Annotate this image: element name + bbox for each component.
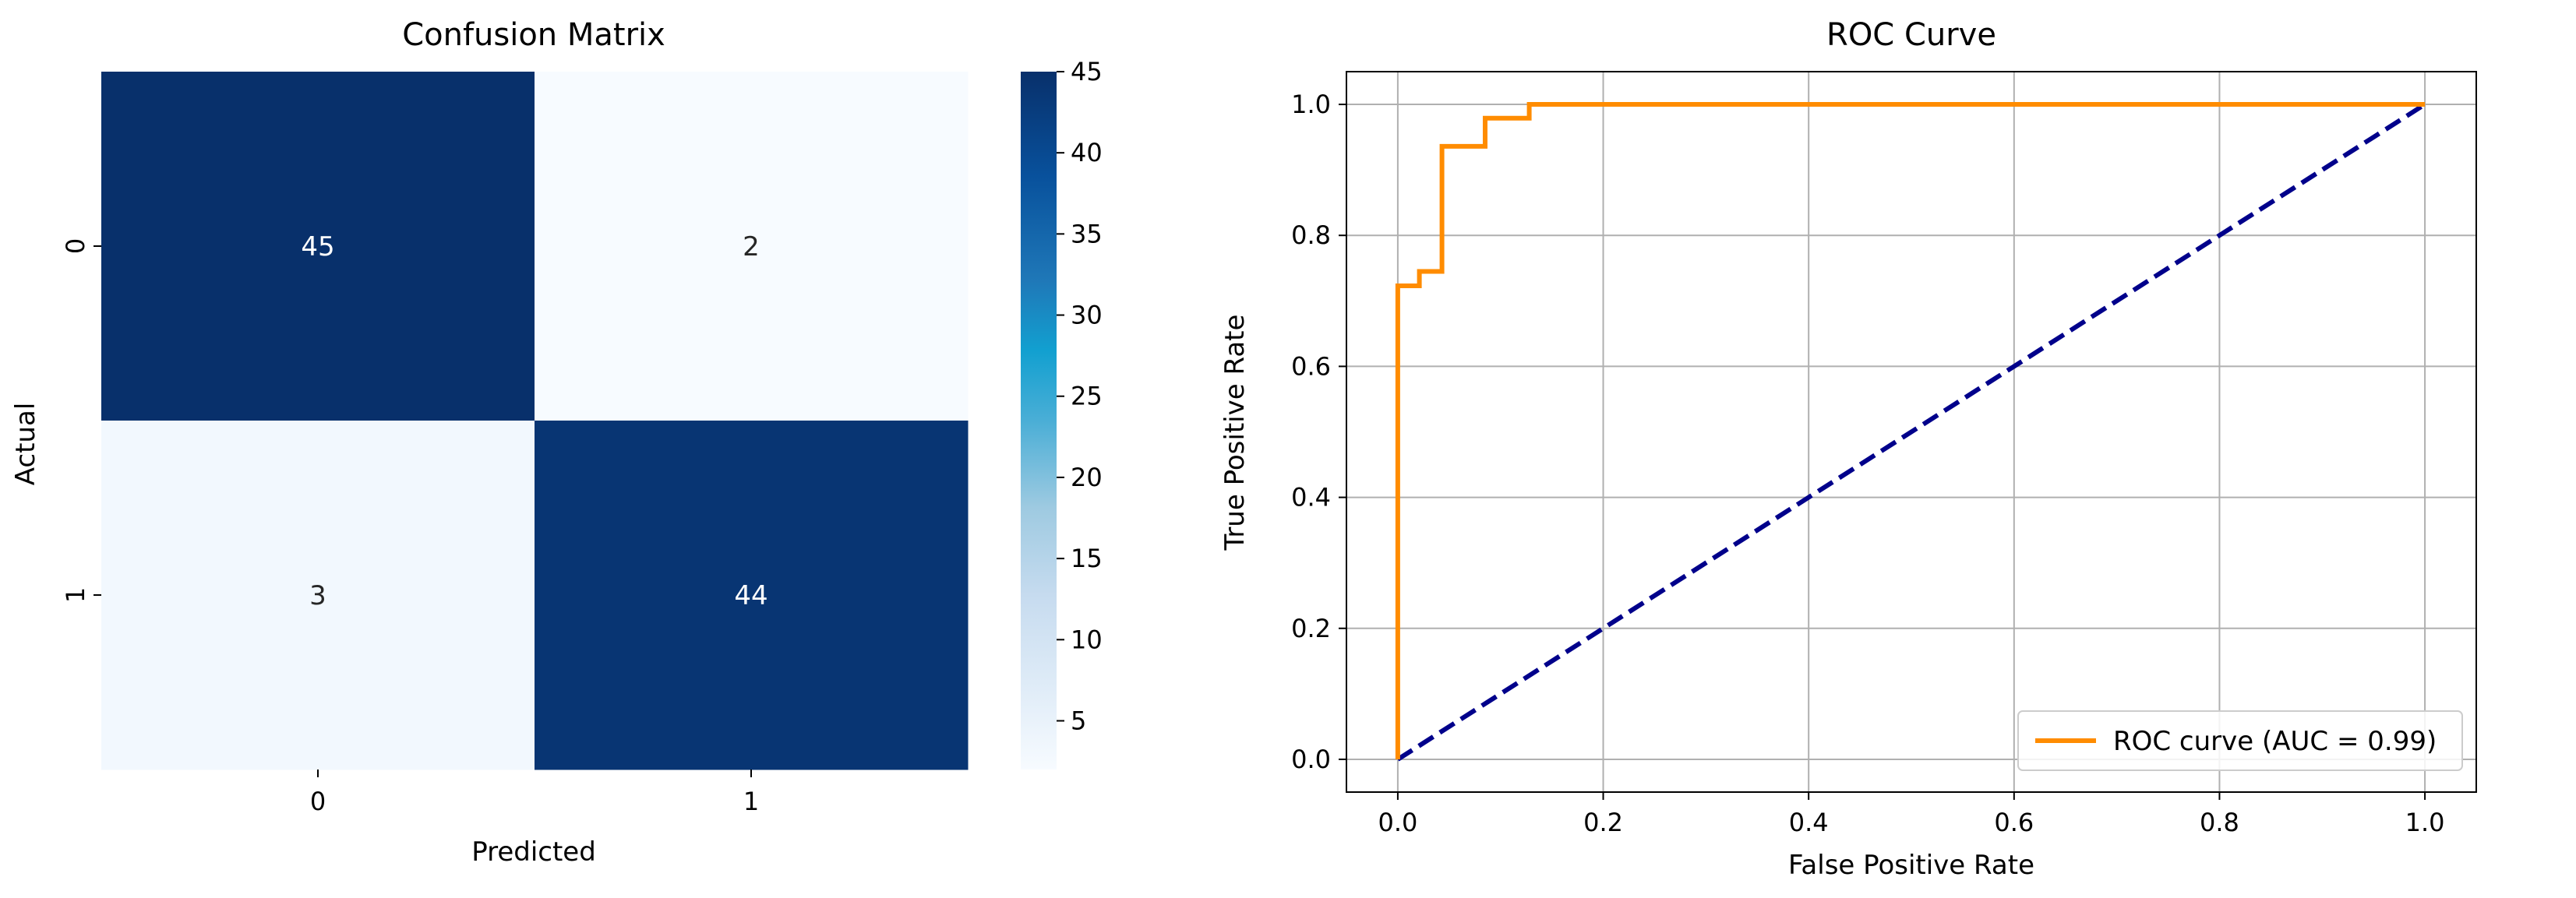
roc-plot-frame xyxy=(1346,71,2477,793)
roc-curve-panel: ROC Curve 0.0 0.2 0.4 0.6 0.8 1.0 0.00.20.40.… xyxy=(1219,17,2477,881)
roc-curve-title: ROC Curve xyxy=(1826,17,1996,53)
x-tick-label: 0.8 xyxy=(2200,808,2239,837)
heatmap-cell xyxy=(101,72,535,421)
roc-y-ticks: 0.0 0.2 0.4 0.6 0.8 1.0 xyxy=(1291,90,1346,774)
y-tick-label: 0.0 xyxy=(1291,745,1331,774)
confusion-matrix-cell-labels: 45 2 3 44 xyxy=(301,231,768,611)
colorbar-tick-label: 10 xyxy=(1071,625,1103,654)
confusion-matrix-y-ticks: 01 xyxy=(61,238,101,603)
x-tick-label: 0.4 xyxy=(1789,808,1829,837)
y-tick-label: 0 xyxy=(61,238,90,254)
roc-x-ticks: 0.0 0.2 0.4 0.6 0.8 1.0 xyxy=(1378,792,2445,837)
x-tick-label: 0.6 xyxy=(1994,808,2034,837)
colorbar-tick-label: 30 xyxy=(1071,301,1103,330)
y-tick-label: 1 xyxy=(61,587,90,603)
y-tick-label: 0.6 xyxy=(1291,351,1331,381)
y-tick-label: 0.4 xyxy=(1291,483,1331,512)
colorbar-tick-label: 20 xyxy=(1071,463,1103,492)
x-tick-label: 1 xyxy=(743,787,759,816)
x-tick-label: 0 xyxy=(310,787,326,816)
confusion-matrix-cells xyxy=(101,72,969,770)
colorbar-tick-label: 25 xyxy=(1071,382,1103,411)
y-tick-label: 1.0 xyxy=(1291,90,1331,119)
confusion-matrix-title: Confusion Matrix xyxy=(402,17,665,53)
colorbar-tick-label: 40 xyxy=(1071,138,1103,167)
colorbar-tick-label: 35 xyxy=(1071,219,1103,248)
heatmap-cell xyxy=(535,72,969,421)
legend-label-roc: ROC curve (AUC = 0.99) xyxy=(2113,726,2437,757)
roc-y-axis-label: True Positive Rate xyxy=(1219,315,1251,551)
x-tick-label: 1.0 xyxy=(2405,808,2445,837)
heatmap-cell-label: 3 xyxy=(309,580,326,611)
legend-box xyxy=(2017,710,2463,771)
colorbar-tick-label: 5 xyxy=(1071,706,1086,735)
heatmap-cell-label: 45 xyxy=(301,231,334,262)
confusion-matrix-y-axis-label: Actual xyxy=(10,403,41,486)
y-tick-label: 0.2 xyxy=(1291,614,1331,643)
heatmap-cell xyxy=(101,421,535,770)
colorbar-tick-label: 45 xyxy=(1071,57,1103,86)
series-line-roc xyxy=(1395,102,2426,759)
heatmap-cell xyxy=(535,421,969,770)
colorbar-tick-label: 15 xyxy=(1071,544,1103,573)
colorbar-ticks: 5 10 15 20 25 30 35 40 45 xyxy=(1057,57,1103,735)
roc-series xyxy=(1395,102,2426,762)
roc-legend: ROC curve (AUC = 0.99) xyxy=(2017,710,2463,771)
x-tick-label: 0.2 xyxy=(1583,808,1623,837)
colorbar xyxy=(1021,72,1057,769)
series-line-random-baseline xyxy=(1396,102,2426,762)
confusion-matrix-x-axis-label: Predicted xyxy=(471,836,596,868)
y-tick-label: 0.8 xyxy=(1291,220,1331,250)
heatmap-cell-label: 2 xyxy=(743,231,760,262)
roc-x-axis-label: False Positive Rate xyxy=(1788,850,2034,881)
heatmap-cell-label: 44 xyxy=(734,580,768,611)
x-tick-label: 0.0 xyxy=(1378,808,1417,837)
